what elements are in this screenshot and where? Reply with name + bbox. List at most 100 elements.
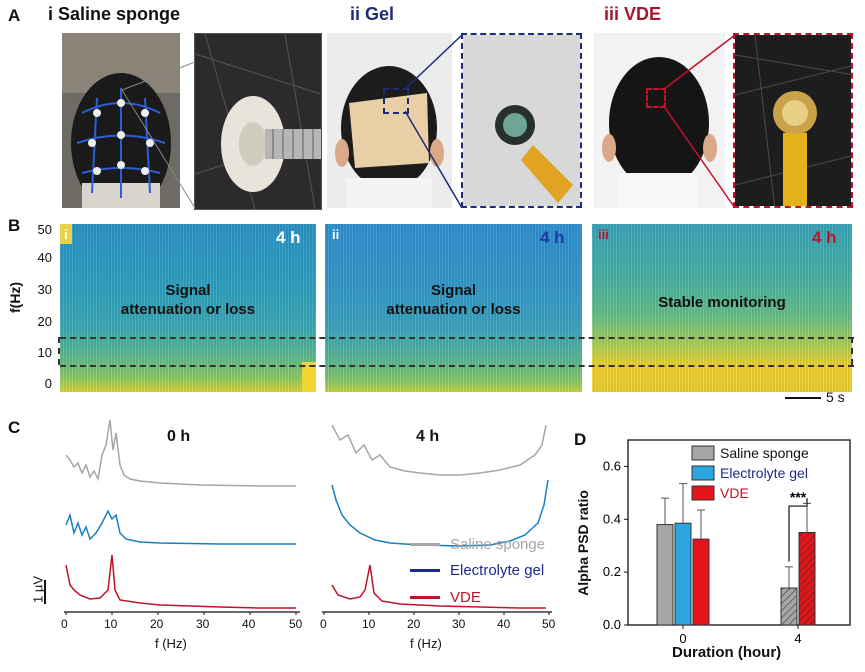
panel-b-roman-ii: ii <box>332 227 340 242</box>
plot-frame <box>627 439 851 626</box>
spectrogram-vde <box>592 224 852 392</box>
panel-label-c: C <box>8 418 21 437</box>
panel-label-b: B <box>8 216 21 235</box>
alpha-psd-bar-chart: 0.0 0.2 0.4 0.6 0 4 *** Saline sponge Electrolyt… <box>603 439 851 645</box>
panel-b-ytick: 0 <box>44 376 52 391</box>
psd-trace-saline-4h <box>331 424 547 476</box>
panel-d-xlabel: Duration (hour) <box>672 644 782 661</box>
photo-vde-electrode <box>733 33 853 208</box>
panel-b-scalebar <box>785 397 821 399</box>
panel-b-annotation-ii-line2: attenuation or loss <box>386 301 521 318</box>
legend-label-vde: VDE <box>720 485 749 501</box>
vde-zoom-box <box>646 88 666 108</box>
legend-swatch-vde <box>410 596 440 599</box>
photo-gel-electrode <box>461 33 582 208</box>
bar-vde-0 <box>692 538 710 626</box>
gel-zoom-lines <box>405 34 463 209</box>
panel-b-annotation-i: Signal attenuation or loss <box>60 281 316 319</box>
panel-c-xtick: 0 <box>61 617 68 631</box>
bar-saline-sponge-4 <box>780 587 798 626</box>
panel-c-xtick: 30 <box>196 617 210 631</box>
panel-b-roman-i: i <box>64 227 68 242</box>
legend-swatch-saline-sponge <box>691 445 715 461</box>
panel-c-xtick: 40 <box>242 617 256 631</box>
panel-a-title-gel: ii Gel <box>350 4 395 24</box>
bar-saline-sponge-0 <box>656 524 674 626</box>
panel-b-annotation-iii: Stable monitoring <box>658 294 786 311</box>
alpha-band-left-edge <box>58 337 60 365</box>
panel-b-annotation-ii: Signal attenuation or loss <box>325 281 582 319</box>
panel-c-xtick: 0 <box>320 617 327 631</box>
psd-trace-gel-0h <box>65 509 296 545</box>
psd-trace-vde-0h <box>65 554 296 609</box>
vde-zoom-lines <box>663 34 736 209</box>
legend-label-vde: VDE <box>450 589 481 606</box>
photo-saline-sponge-cap <box>62 33 180 208</box>
saline-zoom-lines <box>121 61 196 209</box>
panel-b-ytick: 40 <box>37 250 52 265</box>
panel-c-scalebar-label: 1 µV <box>30 576 46 604</box>
legend-swatch-vde <box>691 485 715 501</box>
bar-electrolyte-gel-0 <box>674 522 692 626</box>
legend-label-saline-sponge: Saline sponge <box>720 445 809 461</box>
panel-c-xlabel-0h: f (Hz) <box>155 636 187 651</box>
panel-label-d: D <box>574 430 587 449</box>
panel-c-xtick: 50 <box>542 617 556 631</box>
panel-c-psd-plots <box>64 419 552 615</box>
panel-c-xlabel-4h: f (Hz) <box>410 636 442 651</box>
panel-b-time-iii: 4 h <box>812 228 837 247</box>
panel-b-ytick: 10 <box>37 345 52 360</box>
panel-b-time-i: 4 h <box>276 228 301 247</box>
legend-label-gel: Electrolyte gel <box>450 562 545 579</box>
panel-c-xtick: 20 <box>150 617 164 631</box>
panel-a-title-saline: i Saline sponge <box>48 4 181 24</box>
panel-c-scalebar <box>44 580 46 604</box>
psd-trace-vde-4h <box>331 564 546 609</box>
psd-trace-saline-0h <box>65 419 296 487</box>
x-tick-label: 0 <box>679 631 686 645</box>
x-tick-label: 4 <box>794 631 801 645</box>
legend-swatch-electrolyte-gel <box>691 465 715 481</box>
legend-label-electrolyte-gel: Electrolyte gel <box>720 465 808 481</box>
panel-b-ytick: 50 <box>37 222 52 237</box>
y-tick-label: 0.6 <box>603 458 621 473</box>
legend-swatch-saline <box>410 543 440 546</box>
panel-b-roman-iii: iii <box>598 227 609 242</box>
panel-b-ytick: 30 <box>37 282 52 297</box>
alpha-band-right-edge <box>851 337 853 365</box>
panel-b-scalebar-label: 5 s <box>826 389 845 405</box>
significance-bracket <box>788 498 808 562</box>
panel-c-xtick: 30 <box>452 617 466 631</box>
spectrogram-saline <box>60 224 316 392</box>
panel-c-xtick: 50 <box>289 617 303 631</box>
y-tick-label: 0.0 <box>603 617 621 632</box>
alpha-band-upper-line <box>60 337 854 339</box>
panel-b-time-ii: 4 h <box>540 228 565 247</box>
panel-c-xtick: 10 <box>104 617 118 631</box>
panel-b-ylabel: f(Hz) <box>7 281 23 313</box>
significance-label: *** <box>790 489 807 505</box>
legend-swatch-gel <box>410 569 440 572</box>
panel-c-xtick: 40 <box>497 617 511 631</box>
photo-gel-head <box>327 33 452 208</box>
legend-label-saline: Saline sponge <box>450 536 546 553</box>
photo-saline-sponge-closeup <box>194 33 322 210</box>
panel-b-ytick: 20 <box>37 314 52 329</box>
bar-vde-4 <box>798 532 816 626</box>
photo-vde-head <box>594 33 725 208</box>
panel-b-annotation-i-line1: Signal <box>165 282 211 299</box>
y-tick-label: 0.2 <box>603 564 621 579</box>
panel-b-annotation-i-line2: attenuation or loss <box>120 301 256 318</box>
panel-label-a: A <box>8 6 21 25</box>
alpha-band-lower-line <box>60 365 854 367</box>
y-tick-label: 0.4 <box>603 511 621 526</box>
gel-zoom-box <box>383 88 409 114</box>
spectrogram-gel <box>325 224 582 392</box>
panel-a-title-vde: iii VDE <box>604 4 662 24</box>
panel-c-xtick: 10 <box>362 617 376 631</box>
panel-c-title-4h: 4 h <box>416 428 440 445</box>
panel-c-title-0h: 0 h <box>167 428 191 445</box>
panel-c-xtick: 20 <box>407 617 421 631</box>
panel-b-annotation-ii-line1: Signal <box>430 282 476 299</box>
